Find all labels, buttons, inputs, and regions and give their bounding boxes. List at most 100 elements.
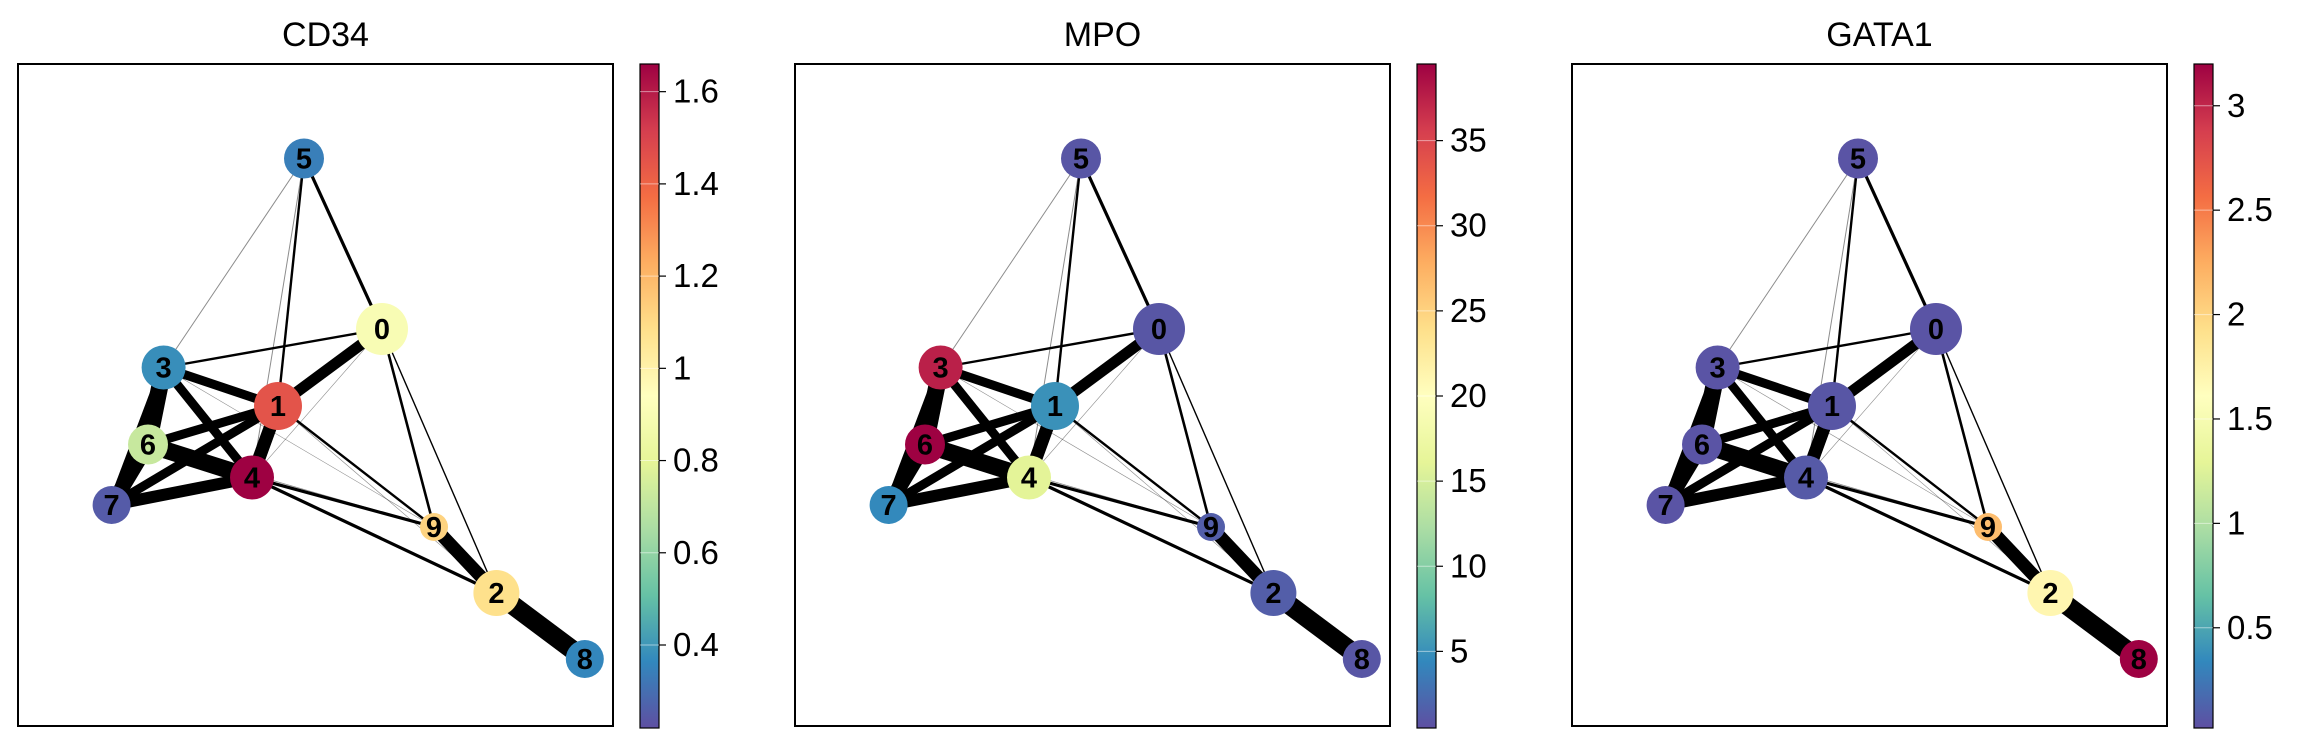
panel-mpo: MPO 0 1 2 3 4 5 67 8 9 5 10 15 20 25 30 35 — [794, 16, 1487, 729]
colorbar-tick-label: 0.5 — [2227, 609, 2273, 646]
node-4 — [1007, 455, 1051, 500]
nodes: 0 1 2 3 4 5 67 8 9 — [1646, 138, 2158, 678]
node-5 — [1838, 138, 1878, 179]
node-4 — [1784, 455, 1828, 500]
edge-4-5 — [251, 158, 305, 478]
edge-0-9 — [1934, 328, 1990, 528]
node-label-3: 3 — [933, 353, 949, 385]
node-label-6: 6 — [1694, 430, 1710, 462]
colorbar-tick-label: 2.5 — [2227, 191, 2273, 228]
colorbar: 0.4 0.6 0.8 1 1.2 1.4 1.6 — [639, 63, 719, 729]
edge-4-7 — [887, 471, 1031, 511]
edge-4-2 — [251, 476, 498, 595]
node-label-6: 6 — [140, 430, 156, 462]
edge-1-7 — [109, 402, 281, 509]
edge-0-5 — [1856, 157, 1938, 330]
colorbar-tick-label: 1.6 — [673, 73, 719, 110]
colorbar-tick-label: 3 — [2227, 87, 2245, 124]
edge-1-5 — [1830, 158, 1860, 407]
node-label-8: 8 — [577, 644, 593, 676]
node-2 — [473, 570, 520, 616]
edge-0-5 — [1079, 157, 1161, 330]
node-label-0: 0 — [374, 314, 390, 346]
node-label-4: 4 — [1021, 463, 1037, 495]
colorbar-frame — [639, 63, 660, 729]
edge-1-9 — [1831, 405, 1989, 528]
edge-4-7 — [110, 471, 254, 511]
edge-0-4 — [1805, 328, 1937, 478]
node-5 — [1061, 138, 1101, 179]
edge-3-0 — [1717, 327, 1937, 369]
edge-0-4 — [251, 328, 383, 478]
edge-3-5 — [940, 158, 1082, 368]
edge-3-0 — [940, 327, 1160, 369]
edge-6-9 — [147, 444, 435, 528]
edge-3-9 — [940, 367, 1212, 528]
node-label-0: 0 — [1928, 314, 1944, 346]
colorbar-tick-label: 1 — [2227, 504, 2245, 541]
node-label-2: 2 — [488, 578, 504, 610]
edge-0-2 — [1935, 328, 2052, 594]
node-0 — [1133, 303, 1185, 355]
edge-1-2 — [277, 405, 497, 594]
axes-frame — [17, 63, 614, 727]
node-label-4: 4 — [244, 463, 260, 495]
edge-3-9 — [1717, 367, 1989, 528]
node-label-2: 2 — [2042, 578, 2058, 610]
node-7 — [1646, 486, 1685, 524]
edge-4-5 — [1028, 158, 1082, 478]
nodes: 0 1 2 3 4 5 67 8 9 — [869, 138, 1381, 678]
panel-title: CD34 — [282, 16, 369, 54]
node-9 — [1974, 513, 2002, 541]
node-6 — [1682, 424, 1722, 465]
node-label-8: 8 — [2131, 644, 2147, 676]
node-label-9: 9 — [1980, 512, 1996, 544]
node-label-9: 9 — [426, 512, 442, 544]
edge-6-9 — [1701, 444, 1989, 528]
edge-3-0 — [163, 327, 383, 369]
node-3 — [918, 345, 963, 390]
edge-4-7 — [1664, 471, 1808, 511]
colorbar-tick-label: 1 — [673, 349, 691, 386]
edge-0-5 — [302, 157, 384, 330]
colorbar-gradient — [640, 64, 659, 728]
colorbar-tick-label: 0.4 — [673, 626, 719, 663]
node-label-6: 6 — [917, 430, 933, 462]
panel-gata1: GATA1 0 1 2 3 4 5 67 8 9 0.5 1 1.5 2 2.5 3 — [1571, 16, 2273, 729]
node-label-1: 1 — [270, 391, 286, 423]
panel-title: MPO — [1064, 16, 1141, 54]
colorbar-tick-label: 20 — [1450, 377, 1487, 414]
node-2 — [1250, 570, 1297, 616]
edge-0-4 — [1028, 328, 1160, 478]
node-8 — [565, 640, 604, 678]
edge-1-2 — [1054, 405, 1274, 594]
node-1 — [254, 382, 302, 430]
panel-cd34: CD34 0 1 2 3 4 5 67 8 9 0.4 0.6 0.8 1 1.2 1.4 1.6 — [17, 16, 719, 729]
node-label-3: 3 — [156, 353, 172, 385]
panels: CD3401234567890.40.60.811.21.41.6MPO0123… — [17, 16, 2273, 729]
node-1 — [1031, 382, 1079, 430]
node-7 — [869, 486, 908, 524]
colorbar-tick-label: 1.2 — [673, 257, 719, 294]
colorbar-tick-label: 0.6 — [673, 534, 719, 571]
node-8 — [1342, 640, 1381, 678]
node-label-5: 5 — [1073, 144, 1089, 176]
colorbar-frame — [2193, 63, 2214, 729]
node-label-5: 5 — [1850, 144, 1866, 176]
colorbar-tick-label: 35 — [1450, 122, 1487, 159]
node-7 — [92, 486, 131, 524]
colorbar-tick-label: 25 — [1450, 292, 1487, 329]
edge-0-9 — [1157, 328, 1213, 528]
colorbar: 5 10 15 20 25 30 35 — [1416, 63, 1487, 729]
colorbar-tick-label: 30 — [1450, 207, 1487, 244]
colorbar-tick-label: 1.4 — [673, 165, 719, 202]
node-label-7: 7 — [881, 490, 897, 522]
node-label-7: 7 — [1658, 490, 1674, 522]
colorbar: 0.5 1 1.5 2 2.5 3 — [2193, 63, 2273, 729]
node-0 — [1910, 303, 1962, 355]
edge-3-9 — [163, 367, 435, 528]
edge-4-2 — [1805, 476, 2052, 595]
edge-1-7 — [1663, 402, 1835, 509]
axes-frame — [1571, 63, 2168, 727]
node-label-7: 7 — [104, 490, 120, 522]
